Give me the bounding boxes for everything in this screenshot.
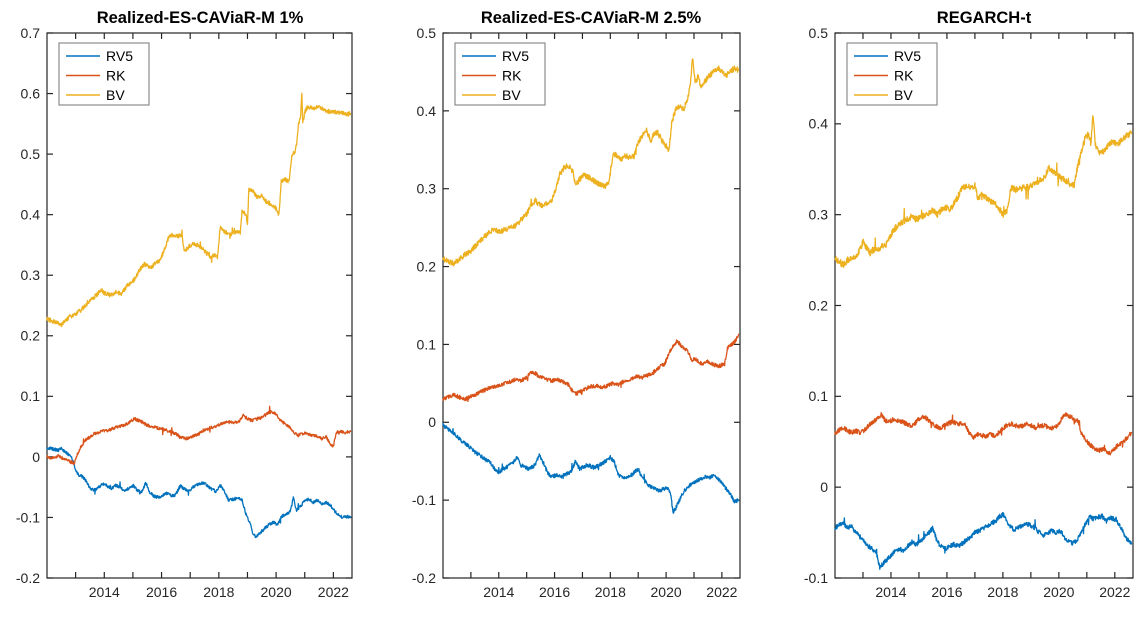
- y-tick-label: 0.7: [21, 25, 41, 41]
- x-tick-label: 2020: [651, 584, 682, 600]
- axes-box: [46, 32, 353, 579]
- y-tick-label: -0.2: [16, 570, 40, 586]
- legend-label: BV: [502, 87, 521, 103]
- legend: RV5 RK BV: [58, 42, 150, 106]
- y-tick-label: 0: [820, 479, 828, 495]
- y-tick-label: 0.3: [809, 207, 829, 223]
- chart-title-2: Realized-ES-CAViaR-M 2.5%: [480, 9, 702, 27]
- x-tick-label: 2016: [931, 584, 962, 600]
- y-tick-label: 0.2: [21, 328, 41, 344]
- legend: RV5 RK BV: [846, 42, 938, 106]
- series-line-rk: [442, 333, 740, 403]
- legend-entry-rk: RK: [854, 67, 914, 83]
- y-tick-label: 0.5: [809, 25, 829, 41]
- axes-box: [442, 32, 741, 579]
- legend-entry-rk: RK: [462, 67, 522, 83]
- y-tick-label: 0.2: [417, 258, 437, 274]
- axes-box: [834, 32, 1134, 579]
- x-tick-label: 2018: [203, 584, 234, 600]
- legend-label: BV: [894, 87, 913, 103]
- x-tick-label: 2022: [706, 584, 737, 600]
- y-tick-label: -0.1: [804, 570, 828, 586]
- y-tick-label: 0.3: [21, 267, 41, 283]
- legend-label: RV5: [894, 48, 921, 64]
- legend-label: RK: [502, 67, 522, 83]
- y-tick-label: 0.1: [809, 388, 829, 404]
- y-tick-label: 0.4: [21, 207, 41, 223]
- x-tick-label: 2016: [539, 584, 570, 600]
- x-tick-label: 2014: [89, 584, 120, 600]
- x-tick-label: 2014: [483, 584, 514, 600]
- y-tick-label: 0.2: [809, 297, 829, 313]
- legend-entry-bv: BV: [462, 87, 521, 103]
- series-line-rk: [46, 405, 352, 465]
- x-tick-label: 2018: [595, 584, 626, 600]
- legend-entry-rv5: RV5: [66, 48, 133, 64]
- y-tick-label: 0: [428, 414, 436, 430]
- y-tick-label: -0.1: [412, 492, 436, 508]
- x-tick-label: 2016: [146, 584, 177, 600]
- series-line-rv5: [442, 422, 740, 514]
- legend-label: RK: [106, 67, 126, 83]
- series-line-bv: [46, 92, 352, 328]
- chart-panel-1: 2014 2016 2018 2020 2022 -0.2 -0.1 0 0.1 0.2 0.3 0.…: [16, 25, 353, 600]
- x-tick-label: 2022: [1099, 584, 1130, 600]
- legend-entry-rv5: RV5: [462, 48, 529, 64]
- legend-label: RV5: [502, 48, 529, 64]
- y-tick-label: 0: [32, 449, 40, 465]
- legend-entry-rk: RK: [66, 67, 126, 83]
- x-tick-label: 2018: [987, 584, 1018, 600]
- series-line-bv: [834, 115, 1133, 269]
- legend: RV5 RK BV: [454, 42, 546, 106]
- y-tick-label: 0.5: [417, 25, 437, 41]
- series-line-rv5: [46, 446, 352, 539]
- legend-label: BV: [106, 87, 125, 103]
- chart-panel-3: 2014 2016 2018 2020 2022 -0.1 0 0.1 0.2 0.3 0.4 0.5…: [804, 25, 1134, 600]
- chart-title-1: Realized-ES-CAViaR-M 1%: [96, 9, 304, 27]
- x-tick-label: 2020: [261, 584, 292, 600]
- chart-title-3: REGARCH-t: [936, 9, 1032, 27]
- y-tick-label: -0.2: [412, 570, 436, 586]
- y-tick-label: 0.5: [21, 146, 41, 162]
- legend-entry-bv: BV: [854, 87, 913, 103]
- y-tick-label: 0.4: [809, 116, 829, 132]
- series-line-rk: [834, 412, 1133, 456]
- legend-label: RV5: [106, 48, 133, 64]
- y-tick-label: 0.6: [21, 85, 41, 101]
- y-tick-label: 0.3: [417, 181, 437, 197]
- series-line-bv: [442, 58, 740, 267]
- legend-box: [58, 42, 150, 106]
- x-tick-label: 2014: [875, 584, 906, 600]
- chart-panel-2: 2014 2016 2018 2020 2022 -0.2 -0.1 0 0.1 0.2 0.3 0.…: [412, 25, 741, 600]
- y-tick-label: 0.1: [21, 388, 41, 404]
- x-tick-label: 2020: [1043, 584, 1074, 600]
- x-tick-label: 2022: [318, 584, 349, 600]
- series-line-rv5: [834, 511, 1133, 570]
- legend-entry-rv5: RV5: [854, 48, 921, 64]
- y-tick-label: -0.1: [16, 509, 40, 525]
- y-tick-label: 0.1: [417, 336, 437, 352]
- legend-entry-bv: BV: [66, 87, 125, 103]
- legend-label: RK: [894, 67, 914, 83]
- y-tick-label: 0.4: [417, 103, 437, 119]
